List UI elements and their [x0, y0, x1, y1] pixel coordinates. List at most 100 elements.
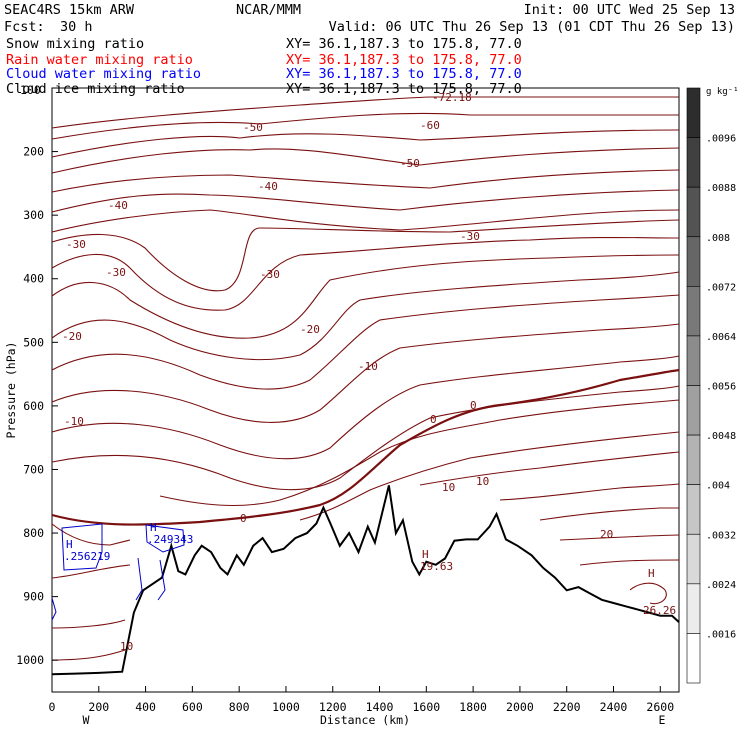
x-tick-label: 2000 [506, 700, 534, 714]
colorbar-swatch [686, 533, 701, 585]
contour-label: 0 [240, 512, 247, 525]
contour-label: 20 [600, 528, 613, 541]
max-marker-symbol: H [422, 548, 429, 561]
contour-label: 10 [476, 475, 489, 488]
model-title: SEAC4RS 15km ARW [4, 2, 135, 18]
cloud-water-marker-value: .256219 [64, 550, 110, 563]
contour-line [419, 451, 680, 486]
contour-line [579, 559, 680, 566]
colorbar-swatch [686, 87, 701, 138]
x-tick-label: 1400 [366, 700, 394, 714]
cloud-water-markers: H .256219 H .249343 [64, 521, 193, 563]
field-snow-label: Snow mixing ratio [6, 36, 144, 52]
contour-line [51, 96, 679, 129]
contour-label: -10 [358, 360, 378, 373]
contour-line [51, 236, 680, 311]
contour-line [629, 582, 667, 605]
x-tick-label: 200 [88, 700, 109, 714]
contour-line [299, 431, 680, 521]
contour-line [51, 619, 126, 629]
cloud-water-contours [51, 523, 185, 621]
y-tick-label: 300 [23, 208, 44, 222]
colorbar-label: .0032 [706, 530, 736, 541]
colorbar-label: .0056 [706, 382, 736, 393]
colorbar-label: .0072 [706, 282, 736, 293]
temperature-contours [51, 96, 680, 661]
contour-line [559, 534, 680, 541]
colorbar-swatch [686, 186, 701, 238]
y-tick-label: 800 [23, 526, 44, 540]
field-cloud-ice-xy: XY= 36.1,187.3 to 175.8, 77.0 [286, 81, 522, 97]
contour-label: -10 [64, 415, 84, 428]
valid-time: Valid: 06 UTC Thu 26 Sep 13 (01 CDT Thu … [329, 19, 735, 35]
contour-line [51, 129, 680, 158]
fcst-label: Fcst: [4, 19, 45, 35]
init-time: Init: 00 UTC Wed 25 Sep 13 [524, 2, 735, 18]
contour-line [51, 209, 680, 233]
colorbar-swatch [686, 385, 701, 436]
colorbar-swatch [686, 335, 701, 386]
x-tick-label: 1200 [319, 700, 347, 714]
y-tick-label: 600 [23, 399, 44, 413]
colorbar-label: .008 [706, 233, 730, 244]
max-markers: H 19.63 H 26.26 [420, 548, 676, 617]
contour-label: 0 [430, 413, 437, 426]
contour-line [51, 294, 680, 390]
colorbar-label: .0016 [706, 629, 736, 640]
y-tick-label: 200 [23, 145, 44, 159]
contour-line [51, 564, 131, 579]
contour-label: -60 [420, 119, 440, 132]
colorbar-swatch [686, 484, 701, 535]
colorbar-label: .0064 [706, 332, 736, 343]
contour-label: -30 [66, 238, 86, 251]
contour-label: 10 [120, 640, 133, 653]
freezing-level-line [51, 368, 680, 526]
colorbar-swatch [686, 286, 701, 337]
max-marker-value: 26.26 [643, 604, 676, 617]
contour-label: -72.18 [432, 91, 472, 104]
field-cloud-ice-label: Cloud ice mixing ratio [6, 81, 185, 97]
contour-label: -20 [62, 330, 82, 343]
header: SEAC4RS 15km ARW NCAR/MMM Init: 00 UTC W… [4, 2, 735, 97]
contour-label: -30 [460, 230, 480, 243]
x-tick-label: 400 [135, 700, 156, 714]
contour-label: -20 [300, 323, 320, 336]
contour-line [539, 507, 679, 521]
colorbar-swatch [686, 236, 701, 287]
field-cloud-water-label: Cloud water mixing ratio [6, 66, 201, 82]
colorbar: .0096 .0088 .008 .0072 .0064 .0056 .0048 .004 .0… [686, 87, 736, 684]
field-snow-xy: XY= 36.1,187.3 to 175.8, 77.0 [286, 36, 522, 52]
contour-label: -50 [400, 157, 420, 170]
contour-line [51, 219, 680, 292]
x-axis: 0 200 400 600 800 1000 1200 1400 1600 1800 2000 220… [49, 686, 674, 714]
contour-line [51, 323, 680, 423]
contour-label: -40 [108, 199, 128, 212]
x-tick-label: 0 [49, 700, 56, 714]
contour-line [51, 385, 680, 491]
y-tick-label: 900 [23, 590, 44, 604]
org-label: NCAR/MMM [236, 2, 301, 18]
cloud-water-wisp-3 [51, 597, 57, 621]
contour-label: -30 [106, 266, 126, 279]
cloud-water-marker-value: .249343 [147, 533, 193, 546]
x-tick-label: 2600 [646, 700, 674, 714]
y-tick-label: 400 [23, 272, 44, 286]
colorbar-label: .0048 [706, 431, 736, 442]
y-tick-label: 700 [23, 462, 44, 476]
contour-line [51, 169, 680, 193]
contour-line [159, 399, 680, 507]
colorbar-swatch [686, 434, 701, 485]
fcst-value: 30 h [60, 19, 93, 35]
contour-line [51, 271, 680, 361]
field-cloud-water-xy: XY= 36.1,187.3 to 175.8, 77.0 [286, 66, 522, 82]
contour-label: -30 [260, 268, 280, 281]
y-tick-top: 100 [20, 83, 41, 97]
colorbar-label: .0024 [706, 580, 736, 591]
contour-line [51, 649, 126, 661]
cloud-water-wisp-2 [157, 559, 166, 601]
contour-label: -40 [258, 180, 278, 193]
cloud-water-box-right [145, 524, 185, 553]
y-tick-label: 1000 [16, 653, 44, 667]
x-tick-label: 1000 [272, 700, 300, 714]
